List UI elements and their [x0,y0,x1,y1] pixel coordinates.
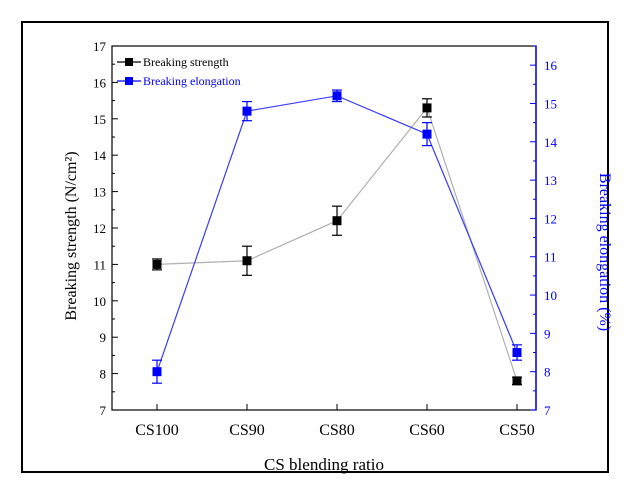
series-line-breaking-strength [156,106,518,382]
data-point-breaking-strength [422,103,432,113]
x-tick-label: CS100 [135,422,179,439]
y-right-tick-label: 16 [544,58,558,73]
y-left-tick-label: 10 [93,294,106,309]
y-right-tick-label: 12 [544,211,557,226]
data-point-breaking-elongation [152,367,162,377]
x-tick-label: CS50 [499,422,535,439]
y-left-tick-label: 12 [93,221,106,236]
y-right-tick-label: 7 [544,403,551,418]
y-left-tick-label: 11 [93,257,106,272]
legend-label-elongation: Breaking elongation [143,74,241,88]
data-point-breaking-strength [332,216,342,226]
data-point-breaking-elongation [422,129,432,139]
x-tick-label: CS80 [319,422,355,439]
y-left-tick-label: 8 [100,367,107,382]
y-left-tick-label: 15 [93,112,106,127]
y-right-tick-label: 15 [544,96,557,111]
y-right-tick-label: 11 [544,250,557,265]
x-axis-title: CS blending ratio [264,455,384,474]
x-tick-label: CS90 [229,422,265,439]
y-left-tick-label: 13 [93,185,106,200]
data-point-breaking-elongation [242,106,252,116]
y-left-axis-title: Breaking strength (N/cm²) [63,151,80,320]
y-left-tick-label: 9 [100,330,107,345]
data-point-breaking-strength [242,256,252,266]
plot-area [111,45,537,411]
y-left-tick-label: 16 [93,75,107,90]
data-point-breaking-elongation [332,91,342,101]
y-left-tick-label: 7 [100,403,107,418]
y-right-tick-label: 9 [544,326,551,341]
y-right-tick-label: 8 [544,365,551,380]
legend-label-strength: Breaking strength [143,55,229,69]
data-point-breaking-elongation [512,348,522,358]
y-right-tick-label: 10 [544,288,557,303]
data-point-breaking-strength [512,376,522,386]
y-right-axis-title: Breaking elongation (%) [596,173,613,331]
y-right-tick-label: 13 [544,173,557,188]
outer-border [21,21,609,473]
legend: Breaking strength Breaking elongation [117,55,241,88]
legend-marker-strength [125,58,133,66]
x-tick-label: CS60 [409,422,445,439]
data-point-breaking-strength [152,259,162,269]
y-right-tick-label: 14 [544,135,558,150]
legend-marker-elongation [125,77,133,85]
y-left-tick-label: 17 [93,39,107,54]
y-left-tick-label: 14 [93,148,107,163]
